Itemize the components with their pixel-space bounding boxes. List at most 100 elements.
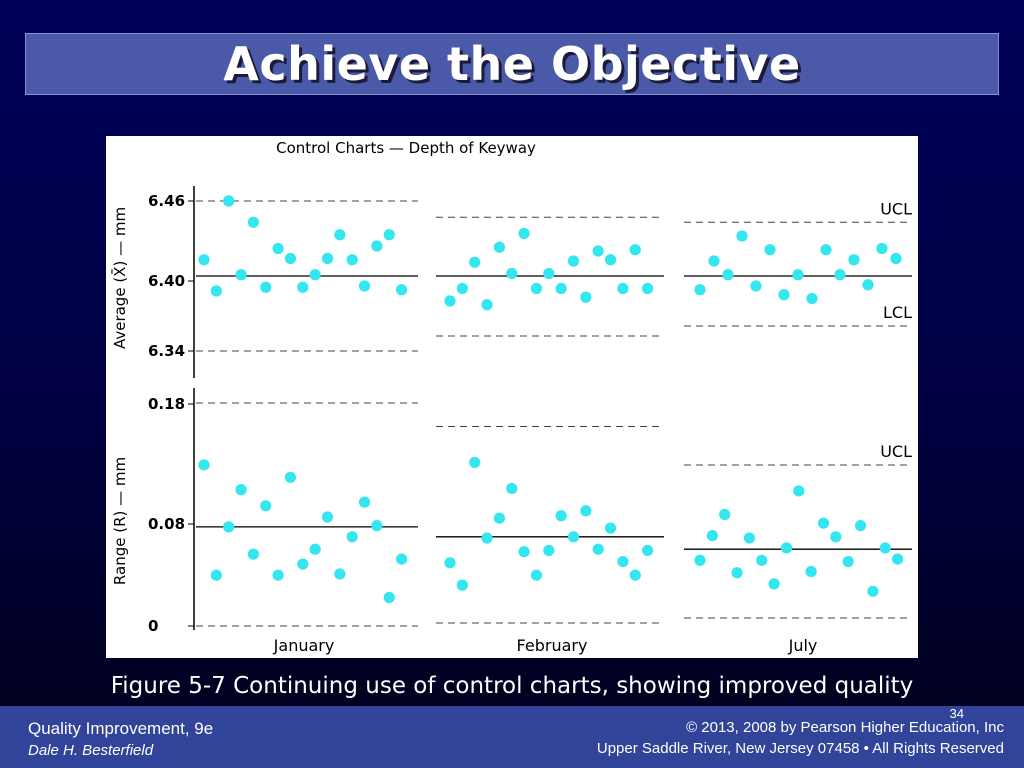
- data-point-range-july: [842, 555, 854, 568]
- data-point-range-february: [567, 531, 580, 543]
- data-point-range-february: [543, 544, 555, 557]
- data-point-range-july: [768, 578, 780, 590]
- data-point-average-july: [764, 244, 776, 256]
- chart-panel: Control Charts — Depth of Keyway Average …: [106, 136, 918, 658]
- data-point-range-january: [260, 500, 272, 512]
- limit-label-lcl-average: LCL: [883, 303, 912, 322]
- data-point-range-february: [530, 569, 543, 581]
- data-point-average-february: [506, 267, 518, 280]
- footer-copyright: © 2013, 2008 by Pearson Higher Education…: [686, 719, 1004, 736]
- data-point-average-january: [247, 216, 259, 228]
- footer: Quality Improvement, 9e Dale H. Besterfi…: [0, 706, 1024, 768]
- data-point-average-january: [284, 252, 297, 265]
- data-point-average-february: [580, 291, 592, 303]
- data-point-average-february: [629, 244, 641, 256]
- slide-title: Achieve the Objective: [223, 37, 801, 91]
- data-point-range-february: [604, 522, 617, 534]
- data-point-range-january: [309, 543, 321, 555]
- data-point-range-july: [805, 565, 817, 578]
- data-point-average-february: [456, 282, 468, 295]
- data-point-average-july: [848, 254, 860, 266]
- data-point-range-july: [892, 553, 904, 565]
- data-point-range-february: [493, 512, 505, 524]
- data-point-range-february: [617, 555, 629, 568]
- data-point-average-january: [235, 269, 247, 281]
- data-point-average-january: [334, 229, 346, 241]
- data-point-range-february: [629, 569, 641, 581]
- data-point-average-january: [309, 269, 321, 281]
- data-point-range-january: [223, 521, 235, 533]
- data-point-range-january: [334, 568, 346, 580]
- page-number: 34: [949, 706, 964, 721]
- data-point-average-july: [750, 280, 762, 292]
- period-label-july: July: [788, 636, 818, 655]
- data-point-range-july: [706, 529, 718, 542]
- data-point-average-july: [778, 289, 790, 301]
- data-point-range-february: [481, 532, 493, 544]
- data-point-average-february: [518, 227, 530, 240]
- data-point-average-july: [736, 230, 748, 242]
- data-point-range-july: [694, 554, 706, 566]
- limit-label-ucl-average: UCL: [880, 199, 912, 218]
- data-point-range-july: [780, 542, 793, 554]
- data-point-range-january: [321, 511, 334, 523]
- data-point-average-february: [555, 282, 567, 295]
- data-point-average-january: [210, 285, 222, 297]
- data-point-range-january: [210, 569, 222, 581]
- data-point-average-february: [469, 256, 481, 268]
- data-point-range-january: [235, 484, 247, 496]
- y-tick-label-range: 0: [148, 617, 158, 635]
- data-point-average-july: [694, 284, 706, 296]
- y-tick-label-average: 6.46: [148, 192, 185, 210]
- data-point-average-july: [834, 269, 846, 281]
- data-point-average-february: [592, 245, 604, 257]
- data-point-average-january: [396, 284, 408, 296]
- data-point-range-july: [743, 532, 756, 544]
- data-point-average-july: [890, 252, 902, 265]
- footer-address: Upper Saddle River, New Jersey 07458 • A…: [596, 740, 1004, 757]
- data-point-range-july: [830, 531, 842, 543]
- data-point-range-january: [346, 531, 358, 543]
- y-tick-label-range: 0.08: [148, 515, 185, 533]
- data-point-range-january: [247, 548, 259, 560]
- data-point-average-july: [722, 269, 734, 281]
- data-point-average-july: [806, 292, 818, 305]
- data-point-range-february: [456, 579, 468, 591]
- limit-label-ucl-range: UCL: [880, 442, 912, 461]
- y-axis-label-range: Range (R) — mm: [111, 457, 129, 585]
- y-tick-label-range: 0.18: [148, 395, 185, 413]
- data-point-range-july: [731, 567, 743, 579]
- data-point-average-february: [481, 299, 493, 311]
- data-point-average-february: [604, 254, 617, 266]
- data-point-average-january: [198, 254, 210, 266]
- data-point-range-january: [383, 591, 395, 604]
- data-point-range-february: [580, 505, 592, 517]
- data-point-average-february: [617, 282, 629, 295]
- data-point-range-february: [555, 510, 567, 522]
- period-label-january: January: [273, 636, 335, 655]
- data-point-range-february: [592, 543, 604, 555]
- data-point-average-january: [321, 252, 334, 265]
- y-tick-label-average: 6.34: [148, 342, 185, 360]
- data-point-average-january: [260, 281, 272, 293]
- data-point-range-july: [719, 508, 731, 521]
- data-point-range-january: [396, 553, 408, 565]
- data-point-range-july: [879, 542, 891, 554]
- data-point-average-january: [223, 195, 235, 207]
- data-point-average-february: [642, 282, 654, 295]
- data-point-average-february: [543, 267, 555, 280]
- footer-book-title: Quality Improvement, 9e: [28, 719, 214, 738]
- data-point-range-january: [272, 569, 284, 581]
- title-bar: Achieve the Objective: [25, 33, 999, 95]
- data-point-average-january: [272, 242, 284, 255]
- data-point-range-february: [469, 456, 481, 469]
- data-point-average-january: [346, 254, 358, 266]
- data-point-average-february: [530, 282, 543, 295]
- control-charts: Control Charts — Depth of Keyway Average …: [110, 139, 912, 655]
- data-point-average-february: [567, 255, 580, 267]
- data-point-average-february: [493, 241, 505, 253]
- data-point-average-july: [708, 255, 720, 267]
- data-point-range-january: [358, 496, 371, 508]
- data-point-average-january: [371, 240, 383, 252]
- chart-title: Control Charts — Depth of Keyway: [276, 139, 536, 157]
